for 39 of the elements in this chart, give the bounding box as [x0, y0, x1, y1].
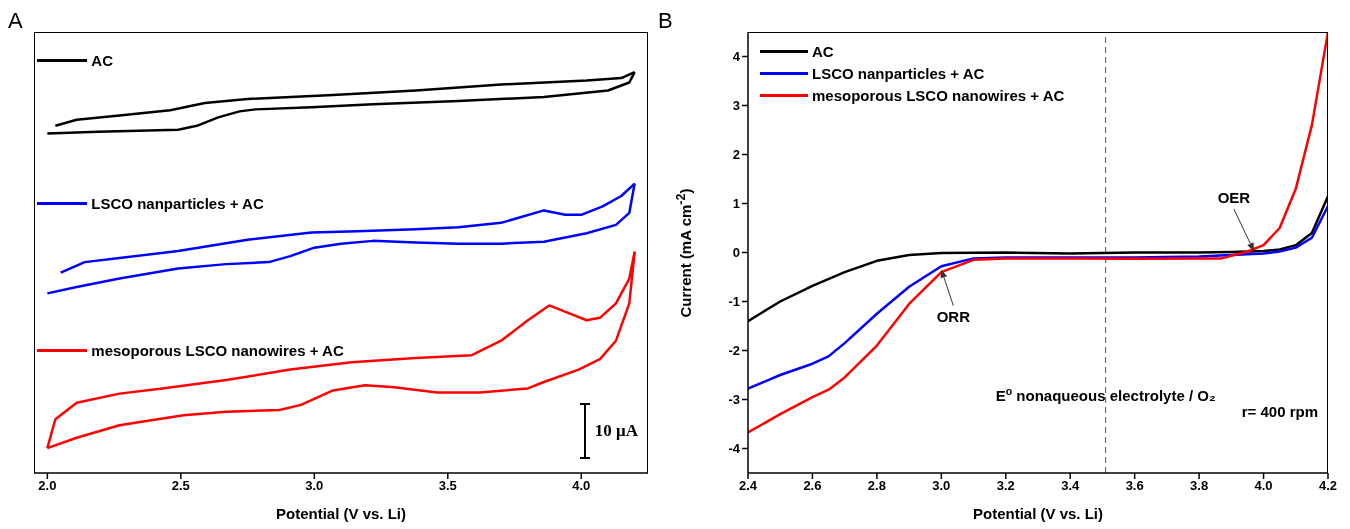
- y-tick-label: 0: [732, 245, 740, 261]
- x-tick-label: 2.4: [738, 478, 758, 494]
- x-tick-label: 2.6: [803, 478, 822, 494]
- legend-label: AC: [91, 52, 114, 70]
- annotation: r= 400 rpm: [1241, 403, 1318, 420]
- x-tick-label: 2.5: [171, 478, 190, 494]
- y-tick-label: -2: [728, 343, 740, 359]
- x-tick-label: 2.0: [38, 478, 57, 494]
- annotation: ORR: [936, 307, 971, 325]
- x-tick-label: 3.5: [438, 478, 457, 494]
- y-tick-label: 1: [732, 196, 740, 212]
- y-tick-label: 3: [732, 98, 740, 114]
- x-tick-label: 3.0: [932, 478, 951, 494]
- text: B: [658, 8, 673, 34]
- y-tick-label: -4: [728, 441, 741, 457]
- legend-label: mesoporous LSCO nanowires + AC: [812, 86, 1065, 104]
- y-tick-label: -3: [728, 392, 740, 408]
- x-tick-label: 4.2: [1318, 478, 1338, 494]
- x-tick-label: 3.2: [996, 478, 1015, 494]
- y-tick-label: 2: [732, 147, 740, 163]
- legend-label: mesoporous LSCO nanowires + AC: [91, 341, 344, 359]
- legend-label: LSCO nanparticles + AC: [91, 195, 264, 213]
- x-tick-label: 3.6: [1125, 478, 1144, 494]
- text: A: [8, 8, 23, 34]
- annotation: 10 μA: [594, 421, 638, 441]
- annotation: OER: [1217, 189, 1251, 207]
- x-tick-label: 4.0: [1254, 478, 1273, 494]
- x-axis-title: Potential (V vs. Li): [972, 505, 1104, 522]
- x-tick-label: 4.0: [572, 478, 591, 494]
- x-tick-label: 3.4: [1061, 478, 1081, 494]
- legend-label: AC: [812, 42, 834, 60]
- x-tick-label: 2.8: [867, 478, 886, 494]
- x-axis-title: Potential (V vs. Li): [275, 505, 407, 522]
- y-tick-label: -1: [728, 294, 740, 310]
- legend-label: LSCO nanparticles + AC: [812, 64, 985, 82]
- x-tick-label: 3.8: [1190, 478, 1209, 494]
- ref-line-label: E$^{o}$ nonaqueous electrolyte / O₂: [995, 385, 1216, 405]
- x-tick-label: 3.0: [305, 478, 324, 494]
- y-tick-label: 4: [732, 49, 741, 65]
